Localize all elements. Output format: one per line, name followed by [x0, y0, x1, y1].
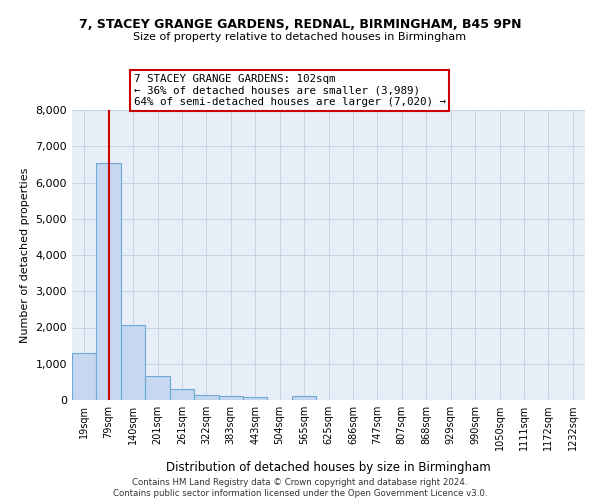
Bar [218, 396, 243, 400]
Text: 7 STACEY GRANGE GARDENS: 102sqm
← 36% of detached houses are smaller (3,989)
64%: 7 STACEY GRANGE GARDENS: 102sqm ← 36% of… [134, 74, 446, 107]
Bar [194, 394, 218, 400]
Bar [72, 353, 97, 400]
Text: Size of property relative to detached houses in Birmingham: Size of property relative to detached ho… [133, 32, 467, 42]
X-axis label: Distribution of detached houses by size in Birmingham: Distribution of detached houses by size … [166, 462, 491, 474]
Text: 7, STACEY GRANGE GARDENS, REDNAL, BIRMINGHAM, B45 9PN: 7, STACEY GRANGE GARDENS, REDNAL, BIRMIN… [79, 18, 521, 30]
Bar [170, 390, 194, 400]
Y-axis label: Number of detached properties: Number of detached properties [20, 168, 30, 342]
Text: Contains HM Land Registry data © Crown copyright and database right 2024.
Contai: Contains HM Land Registry data © Crown c… [113, 478, 487, 498]
Bar [292, 396, 316, 400]
Bar [243, 396, 268, 400]
Bar [121, 325, 145, 400]
Bar [145, 376, 170, 400]
Bar [97, 162, 121, 400]
